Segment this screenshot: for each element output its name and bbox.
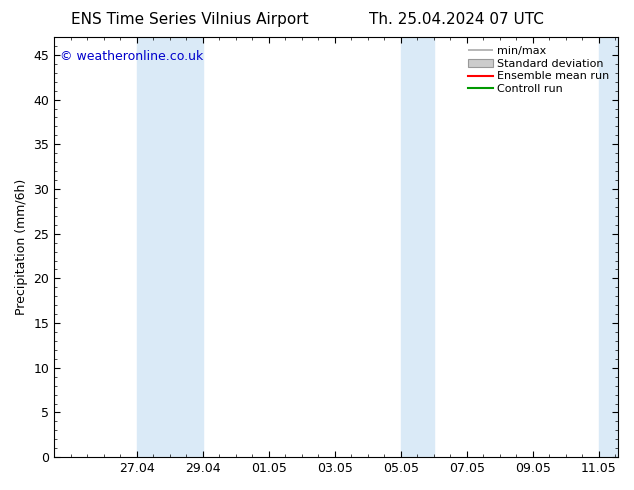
Bar <box>401 37 434 457</box>
Bar <box>137 37 203 457</box>
Text: Th. 25.04.2024 07 UTC: Th. 25.04.2024 07 UTC <box>369 12 544 27</box>
Bar <box>598 37 618 457</box>
Text: ENS Time Series Vilnius Airport: ENS Time Series Vilnius Airport <box>72 12 309 27</box>
Y-axis label: Precipitation (mm/6h): Precipitation (mm/6h) <box>15 179 28 315</box>
Text: © weatheronline.co.uk: © weatheronline.co.uk <box>60 49 203 63</box>
Legend: min/max, Standard deviation, Ensemble mean run, Controll run: min/max, Standard deviation, Ensemble me… <box>465 43 613 98</box>
